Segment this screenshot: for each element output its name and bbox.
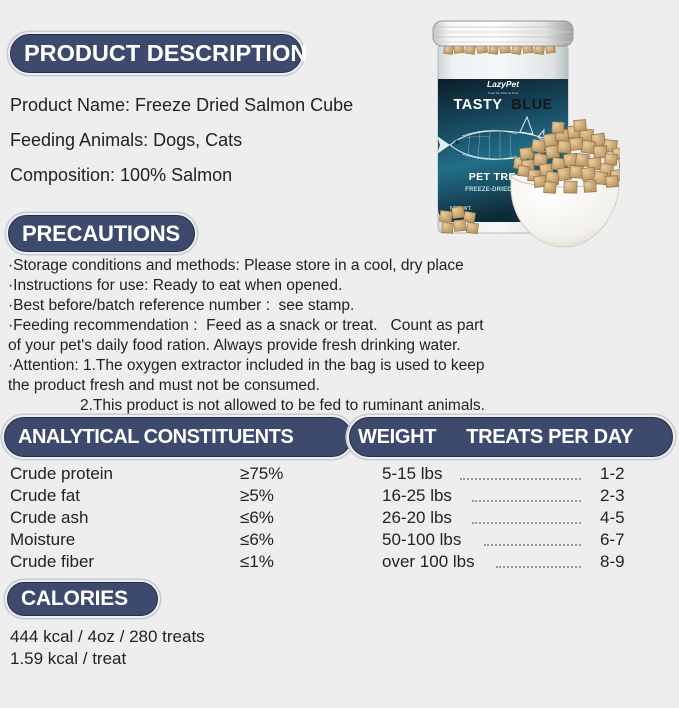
svg-text:LazyPet: LazyPet bbox=[487, 79, 520, 89]
svg-text:BLUE: BLUE bbox=[511, 97, 552, 113]
svg-text:Treat the Pets as Pets: Treat the Pets as Pets bbox=[488, 91, 519, 95]
svg-text:TASTY: TASTY bbox=[454, 97, 503, 113]
